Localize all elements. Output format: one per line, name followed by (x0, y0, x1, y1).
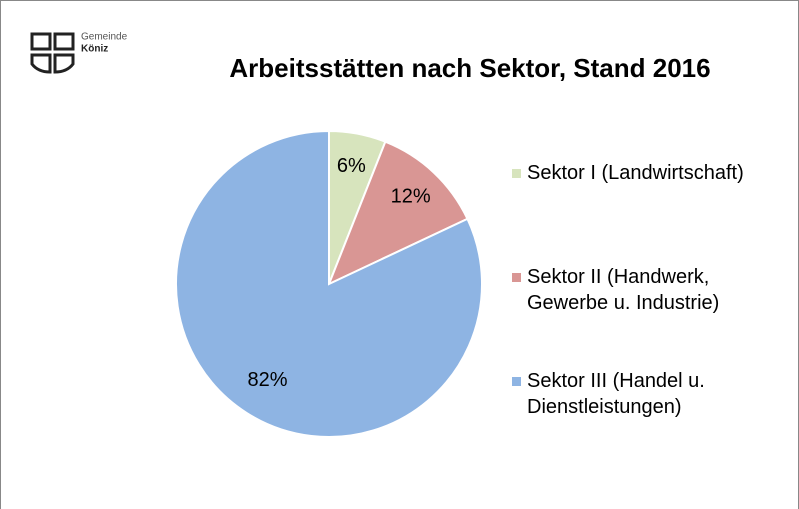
chart-title: Arbeitsstätten nach Sektor, Stand 2016 (229, 53, 710, 83)
pie-slice (327, 140, 469, 286)
data-label: 12% (391, 185, 431, 207)
logo-org: Gemeinde (81, 32, 128, 43)
legend-swatch (512, 169, 521, 178)
legend-label: Sektor II (Handwerk, Gewerbe u. Industri… (527, 266, 720, 314)
legend-label: Sektor III (Handel u. Dienstleistungen) (527, 370, 705, 418)
legend-item: Sektor III (Handel u. Dienstleistungen) (512, 368, 792, 420)
logo-icon (30, 32, 75, 74)
logo-name: Köniz (81, 44, 108, 55)
data-label: 82% (247, 369, 287, 391)
legend-item: Sektor I (Landwirtschaft) (512, 160, 792, 186)
legend-item: Sektor II (Handwerk, Gewerbe u. Industri… (512, 264, 792, 316)
pie-slice (175, 129, 483, 438)
legend-label: Sektor I (Landwirtschaft) (527, 162, 744, 184)
data-label: 6% (337, 155, 366, 177)
legend-swatch (512, 273, 521, 282)
legend-swatch (512, 377, 521, 386)
